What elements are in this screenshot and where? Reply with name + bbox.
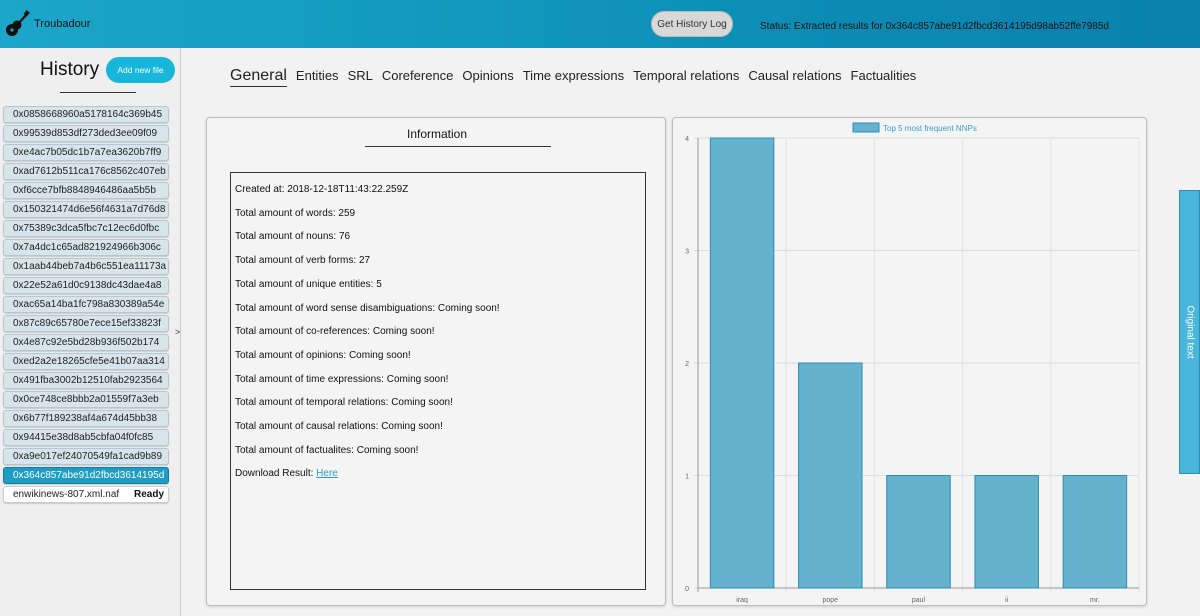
info-line: Total amount of unique entities: 5	[235, 278, 382, 290]
history-item[interactable]: 0x1aab44beb7a4b6c551ea11173a	[3, 258, 169, 275]
history-item[interactable]: 0xa9e017ef24070549fa1cad9b89	[3, 448, 169, 465]
original-text-label: Original text	[1184, 305, 1195, 359]
info-line: Total amount of opinions: Coming soon!	[235, 349, 411, 361]
information-title-underline	[365, 146, 551, 147]
x-tick-label: pope	[823, 597, 839, 604]
tab-coreference[interactable]: Coreference	[381, 68, 454, 83]
tab-general[interactable]: General	[230, 67, 287, 87]
history-item[interactable]: 0xad7612b511ca176c8562c407eb	[3, 163, 169, 180]
download-label: Download Result:	[235, 468, 314, 480]
information-box: Created at: 2018-12-18T11:43:22.259Z Tota…	[230, 172, 646, 590]
sidebar-header: History Add new file	[0, 48, 181, 102]
history-item[interactable]: 0x364c857abe91d2fbcd3614195d	[3, 467, 169, 484]
history-item[interactable]: 0xac65a14ba1fc798a830389a54e	[3, 296, 169, 313]
x-tick-label: mr.	[1090, 597, 1100, 604]
app-title: Troubadour	[34, 18, 91, 30]
bar-iraq	[709, 137, 775, 589]
tab-causal-relations[interactable]: Causal relations	[748, 68, 842, 83]
info-line: Total amount of temporal relations: Comi…	[235, 397, 453, 409]
tab-entities[interactable]: Entities	[295, 68, 339, 83]
tab-time-expressions[interactable]: Time expressions	[522, 68, 625, 83]
info-line: Total amount of time expressions: Coming…	[235, 373, 449, 385]
x-tick-label: paul	[912, 597, 926, 604]
header-divider	[60, 92, 136, 93]
download-result-line: Download Result: Here	[235, 468, 338, 479]
top-bar: Troubadour Get History Log Status: Extra…	[0, 0, 1200, 48]
x-tick-label: ii	[1005, 597, 1009, 604]
upload-item[interactable]: enwikinews-807.xml.naf Ready	[3, 486, 169, 503]
info-line: Total amount of verb forms: 27	[235, 255, 371, 267]
history-item[interactable]: 0x99539d853df273ded3ee09f09	[3, 125, 169, 142]
nnp-bar-chart: Top 5 most frequent NNPs 0 1 2 3 4 iraq pope pau…	[685, 122, 1140, 604]
history-item[interactable]: 0x7a4dc1c65ad821924966b306c	[3, 239, 169, 256]
upload-filename: enwikinews-807.xml.naf	[13, 489, 120, 500]
legend-swatch	[852, 122, 880, 133]
legend-label: Top 5 most frequent NNPs	[883, 124, 977, 133]
info-line: Total amount of words: 259	[235, 207, 356, 219]
info-line: Total amount of word sense disambiguatio…	[235, 302, 500, 314]
bar-paul	[886, 475, 951, 589]
history-item[interactable]: 0xe4ac7b05dc1b7a7ea3620b7ff9	[3, 144, 169, 161]
history-item[interactable]: 0x0ce748ce8bbb2a01559f7a3eb	[3, 391, 169, 408]
tab-temporal-relations[interactable]: Temporal relations	[633, 68, 740, 83]
chart-panel: Top 5 most frequent NNPs 0 1 2 3 4 iraq pope pau…	[672, 117, 1147, 606]
tab-srl[interactable]: SRL	[347, 68, 373, 83]
info-line: Total amount of co-references: Coming so…	[235, 326, 435, 338]
info-line: Total amount of factualites: Coming soon…	[235, 444, 419, 456]
get-history-log-button[interactable]: Get History Log	[651, 11, 733, 37]
history-item[interactable]: 0x87c89c65780e7ece15ef33823f	[3, 315, 169, 332]
info-line: Total amount of nouns: 76	[235, 231, 351, 243]
bar-mr	[1062, 475, 1128, 589]
history-item[interactable]: 0x0858668960a5178164c369b45	[3, 106, 169, 123]
y-tick-label: 0	[685, 586, 689, 593]
history-item[interactable]: 0xf6cce7bfb8848946486aa5b5b	[3, 182, 169, 199]
tab-factualities[interactable]: Factualities	[850, 68, 917, 83]
status-text: Status: Extracted results for 0x364c857a…	[760, 21, 1109, 32]
history-list: 0x0858668960a5178164c369b45 0x99539d853df…	[0, 106, 170, 505]
history-item[interactable]: 0x94415e38d8ab5cbfa04f0fc85	[3, 429, 169, 446]
upload-status: Ready	[133, 489, 164, 500]
info-line: Total amount of causal relations: Coming…	[235, 421, 443, 432]
information-panel: Information Created at: 2018-12-18T11:43…	[206, 117, 666, 606]
history-sidebar: History Add new file 0x0858668960a517816…	[0, 48, 181, 616]
download-link[interactable]: Here	[316, 468, 338, 480]
original-text-tab[interactable]: Original text	[1179, 190, 1200, 474]
history-item[interactable]: 0x22e52a61d0c9138dc43dae4a8	[3, 277, 169, 294]
info-line: Created at: 2018-12-18T11:43:22.259Z	[235, 184, 409, 195]
history-item[interactable]: 0x4e87c92e5bd28b936f502b174	[3, 334, 169, 351]
information-title: Information	[406, 127, 468, 141]
x-tick-label: iraq	[736, 597, 748, 604]
history-item[interactable]: 0x6b77f189238af4a674d45bb38	[3, 410, 169, 427]
bar-pope	[798, 362, 863, 589]
y-tick-label: 4	[685, 136, 689, 143]
tab-opinions[interactable]: Opinions	[462, 68, 514, 83]
bar-ii	[974, 475, 1039, 589]
history-item[interactable]: 0x150321474d6e56f4631a7d76d8	[3, 201, 169, 218]
y-tick-label: 2	[685, 361, 689, 368]
history-title: History	[40, 59, 100, 80]
guitar-icon	[6, 10, 30, 36]
y-tick-label: 1	[685, 474, 689, 481]
y-tick-label: 3	[685, 249, 689, 256]
history-item[interactable]: 0xed2a2e18265cfe5e41b07aa314	[3, 353, 169, 370]
history-item[interactable]: 0x75389c3dca5fbc7c12ec6d0fbc	[3, 220, 169, 237]
history-item[interactable]: 0x491fba3002b12510fab2923564	[3, 372, 169, 389]
add-new-file-button[interactable]: Add new file	[106, 57, 175, 83]
result-tabs: General Entities SRL Coreference Opinions Tim…	[230, 67, 916, 87]
collapse-sidebar-toggle[interactable]: >	[175, 327, 181, 337]
